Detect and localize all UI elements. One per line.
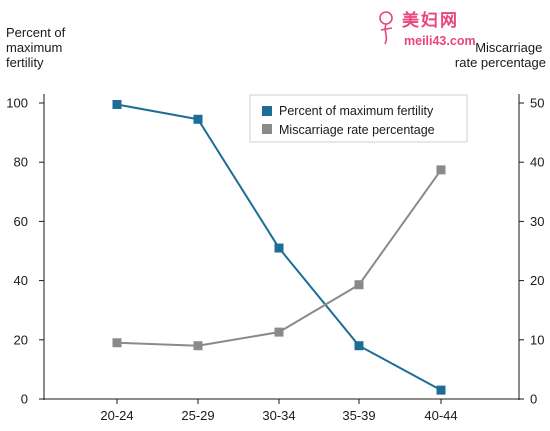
marker-miscarriage-25-29	[193, 341, 203, 351]
left-tick-label-100: 100	[6, 96, 28, 111]
marker-miscarriage-35-39	[354, 280, 364, 290]
right-tick-label-30: 30	[530, 214, 544, 229]
x-tick-label-40-44: 40-44	[424, 408, 457, 423]
left-axis-title: Percent of maximum fertility	[6, 25, 69, 70]
legend: Percent of maximum fertility Miscarriage…	[249, 94, 468, 143]
right-tick-label-50: 50	[530, 96, 544, 111]
legend-label-fertility: Percent of maximum fertility	[279, 104, 434, 118]
legend-swatch-miscarriage	[262, 124, 272, 134]
x-ticks: 20-24 25-29 30-34 35-39 40-44	[100, 399, 458, 423]
left-ticks: 0 20 40 60 80 100	[6, 96, 44, 407]
x-tick-label-35-39: 35-39	[342, 408, 375, 423]
left-tick-label-20: 20	[14, 332, 28, 347]
legend-box	[249, 94, 468, 143]
right-tick-label-20: 20	[530, 273, 544, 288]
series-layer	[112, 99, 446, 395]
left-tick-label-0: 0	[21, 392, 28, 407]
left-tick-label-40: 40	[14, 273, 28, 288]
watermark-brand: 美妇网	[402, 10, 459, 31]
right-tick-label-0: 0	[530, 392, 537, 407]
x-tick-label-20-24: 20-24	[100, 408, 133, 423]
marker-fertility-25-29	[193, 114, 203, 124]
left-tick-label-80: 80	[14, 155, 28, 170]
right-ticks: 0 10 20 30 40 50	[519, 96, 544, 407]
marker-fertility-20-24	[112, 99, 122, 109]
right-axis-title-line-1: Miscarriage	[475, 40, 542, 55]
x-tick-label-30-34: 30-34	[262, 408, 295, 423]
marker-miscarriage-20-24	[112, 338, 122, 348]
marker-fertility-30-34	[274, 243, 284, 253]
watermark-url: meili43.com	[404, 34, 476, 48]
watermark-figure-icon	[379, 11, 393, 45]
legend-label-miscarriage: Miscarriage rate percentage	[279, 123, 435, 137]
right-tick-label-10: 10	[530, 332, 544, 347]
series-line-miscarriage	[116, 169, 442, 347]
legend-swatch-fertility	[262, 106, 272, 116]
marker-fertility-35-39	[354, 341, 364, 351]
left-axis-title-line-2: maximum	[6, 40, 62, 55]
right-axis-title: Miscarriage rate percentage	[455, 40, 546, 70]
marker-fertility-40-44	[436, 385, 446, 395]
left-tick-label-60: 60	[14, 214, 28, 229]
watermark: 美妇网 meili43.com	[379, 10, 476, 48]
marker-miscarriage-30-34	[274, 327, 284, 337]
x-tick-label-25-29: 25-29	[181, 408, 214, 423]
marker-miscarriage-40-44	[436, 165, 446, 175]
right-tick-label-40: 40	[530, 155, 544, 170]
left-axis-title-line-3: fertility	[6, 55, 44, 70]
left-axis-title-line-1: Percent of	[6, 25, 66, 40]
right-axis-title-line-2: rate percentage	[455, 55, 546, 70]
